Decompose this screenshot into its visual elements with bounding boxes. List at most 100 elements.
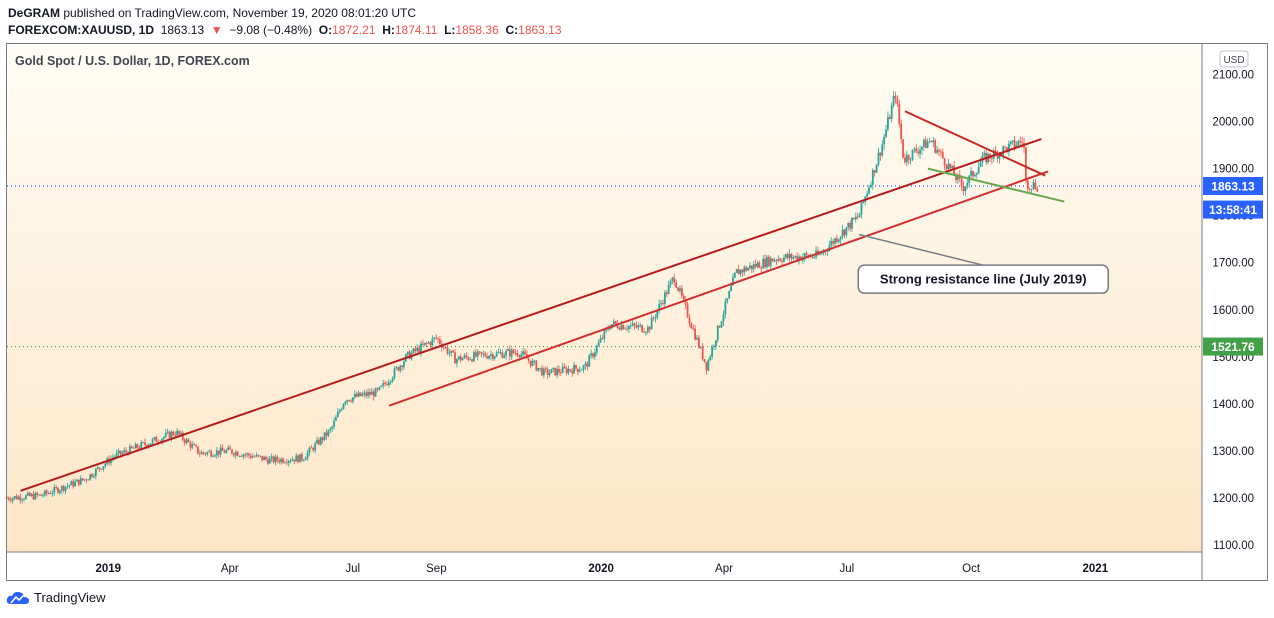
candle: [32, 491, 35, 501]
trend-line-3[interactable]: [927, 167, 1065, 203]
candle: [890, 102, 893, 123]
candle: [459, 353, 462, 363]
x-tick-label: Apr: [715, 563, 733, 575]
candle: [629, 322, 632, 330]
candle-body: [297, 455, 300, 463]
candle: [1026, 179, 1029, 194]
candle-body: [584, 363, 587, 366]
candle: [1009, 140, 1012, 147]
candle-body: [830, 241, 833, 246]
candle-body: [270, 456, 273, 459]
candle: [301, 452, 303, 463]
candle-body: [155, 437, 158, 442]
candle-body: [737, 269, 740, 275]
candle-body: [735, 269, 738, 273]
candle-body: [726, 298, 729, 302]
candle: [265, 455, 267, 462]
candle-body: [437, 338, 439, 340]
candle: [805, 251, 808, 257]
price-axis-tag: 1863.13: [1203, 176, 1263, 195]
candle: [943, 157, 946, 171]
candle: [854, 212, 857, 223]
candle-body: [503, 355, 506, 358]
candle: [448, 348, 451, 357]
candle: [21, 498, 24, 504]
currency-badge[interactable]: [1219, 50, 1249, 68]
candle-body: [516, 353, 519, 356]
x-tick-label: Oct: [962, 563, 981, 575]
candle: [873, 169, 876, 177]
candle-body: [852, 217, 855, 220]
time-axis-background[interactable]: [7, 552, 1202, 580]
candle: [735, 268, 738, 274]
candle: [338, 408, 341, 414]
candle-body: [847, 222, 850, 228]
candle: [739, 269, 742, 277]
candle: [580, 368, 583, 371]
candle: [437, 337, 439, 343]
candle-body: [361, 394, 364, 396]
candle-body: [624, 328, 627, 330]
candle: [847, 222, 850, 231]
candle-body: [1002, 146, 1005, 155]
author-name[interactable]: DeGRAM: [8, 6, 61, 20]
candle: [834, 237, 836, 247]
candle-body: [758, 262, 761, 269]
trend-line-1[interactable]: [388, 170, 1049, 407]
candle: [144, 438, 146, 447]
candle-body: [970, 171, 973, 176]
candle-body: [283, 462, 286, 464]
candle: [556, 365, 559, 379]
candle-body: [414, 348, 417, 352]
candle: [223, 448, 226, 454]
candle: [888, 114, 891, 120]
candle-body: [592, 353, 594, 357]
candle-body: [117, 450, 120, 454]
candle: [767, 254, 770, 268]
candle: [469, 356, 472, 361]
candle: [439, 336, 441, 347]
candle-body: [537, 368, 540, 371]
candle-body: [268, 458, 271, 464]
candle-body: [289, 460, 292, 462]
candle: [924, 136, 927, 149]
candle: [669, 279, 672, 288]
trend-line-2[interactable]: [904, 110, 1046, 177]
candle-body: [669, 280, 672, 285]
candle-body: [658, 304, 661, 311]
candle-body: [701, 346, 704, 360]
candle-body: [752, 264, 755, 270]
candle-body: [888, 116, 891, 119]
candle-body: [83, 479, 86, 481]
price-axis-background[interactable]: [1202, 44, 1267, 580]
candle-body: [911, 149, 914, 160]
candle-body: [834, 238, 836, 244]
candle-body: [675, 282, 678, 288]
candle-body: [943, 158, 946, 166]
candle-body: [221, 447, 224, 451]
candle-body: [416, 347, 419, 352]
candle-body: [418, 347, 421, 353]
candle-body: [429, 342, 432, 346]
candle: [43, 489, 46, 497]
callout-pointer: [858, 233, 984, 266]
candle-body: [749, 265, 751, 269]
candle: [26, 491, 29, 497]
candle: [236, 450, 239, 457]
candle: [835, 235, 838, 244]
candle: [299, 454, 301, 463]
price-axis-tag-text: 1521.76: [1211, 340, 1255, 354]
candle-body: [953, 165, 955, 176]
candle: [576, 368, 579, 376]
footer-brand[interactable]: TradingView: [34, 590, 106, 605]
trend-line-0[interactable]: [20, 138, 1042, 492]
candle: [414, 346, 417, 355]
candle: [353, 390, 356, 399]
callout-box[interactable]: [857, 264, 1110, 294]
candle: [382, 379, 385, 389]
candle: [851, 217, 853, 232]
candle: [686, 301, 689, 319]
candle-body: [696, 337, 698, 340]
candle-body: [900, 123, 903, 140]
